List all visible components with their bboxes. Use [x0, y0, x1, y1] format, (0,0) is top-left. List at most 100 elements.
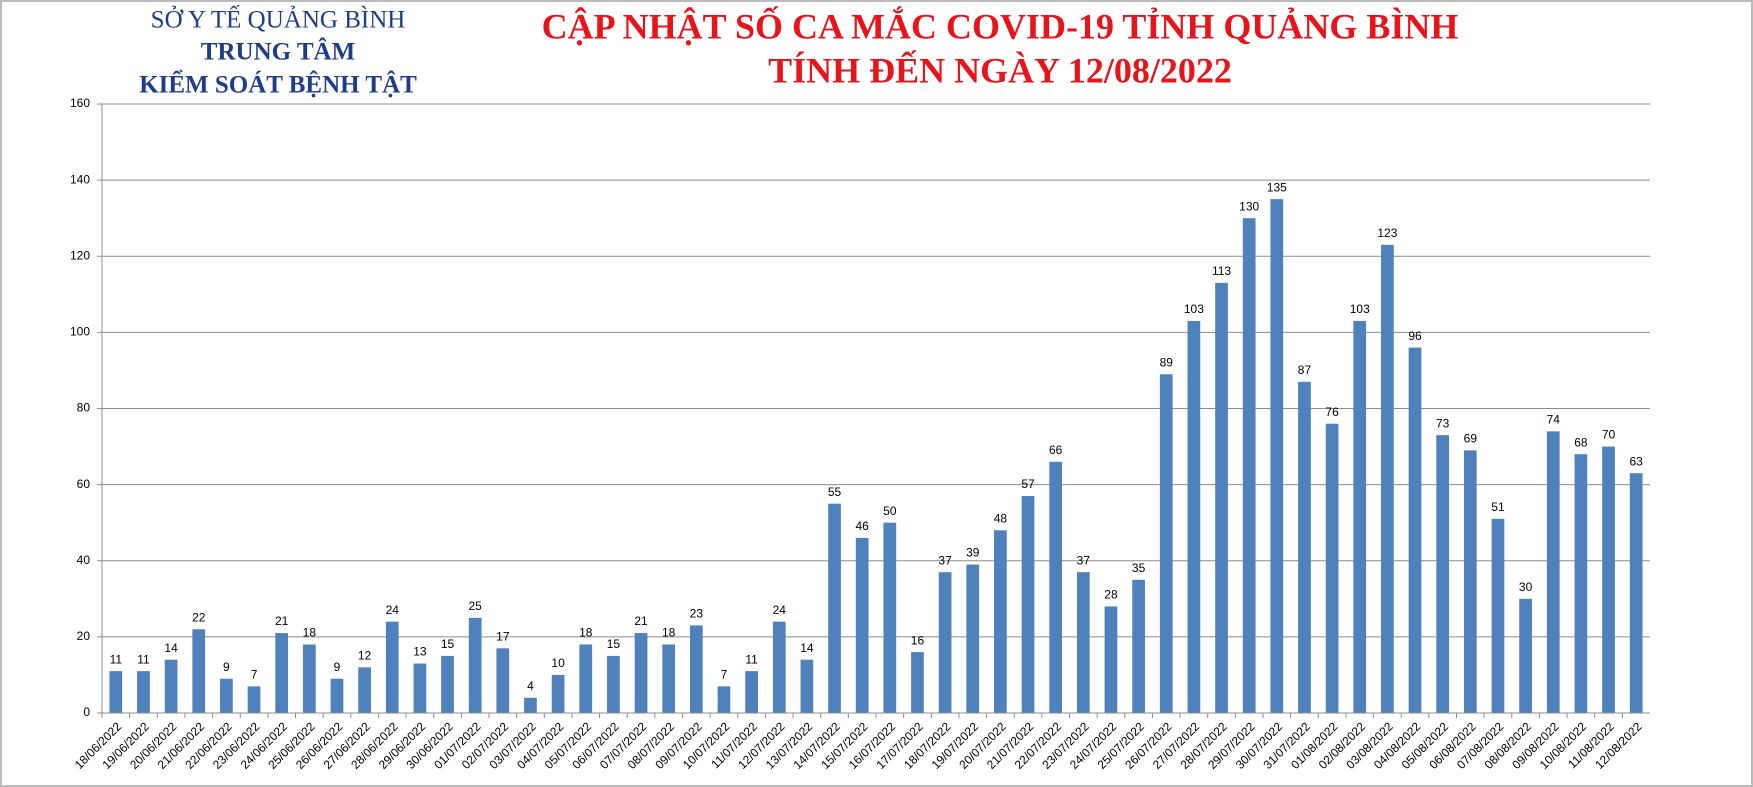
- value-label: 24: [773, 603, 787, 617]
- bar: [524, 697, 537, 713]
- bar: [855, 537, 869, 713]
- value-label: 18: [579, 626, 593, 640]
- bar: [330, 678, 344, 713]
- value-label: 103: [1350, 302, 1370, 316]
- value-label: 68: [1574, 435, 1588, 449]
- bar: [938, 572, 952, 713]
- org-line: TRUNG TÂM: [201, 38, 355, 66]
- bar: [800, 659, 814, 713]
- value-label: 4: [527, 679, 534, 693]
- y-tick-label: 80: [77, 401, 91, 415]
- bar: [662, 644, 676, 713]
- value-label: 73: [1436, 416, 1450, 430]
- bar: [717, 686, 731, 713]
- bar: [275, 633, 289, 713]
- bar: [1491, 518, 1505, 713]
- value-label: 16: [911, 633, 925, 647]
- bar: [1574, 454, 1588, 713]
- value-label: 9: [334, 660, 341, 674]
- value-label: 51: [1491, 500, 1505, 514]
- value-label: 25: [468, 599, 482, 613]
- bar: [1298, 381, 1311, 713]
- value-label: 37: [938, 553, 952, 567]
- value-label: 130: [1239, 199, 1259, 213]
- bar: [745, 671, 758, 713]
- bar: [1408, 347, 1422, 713]
- value-label: 9: [223, 660, 230, 674]
- bar: [1215, 282, 1228, 713]
- value-label: 57: [1021, 477, 1035, 491]
- bar: [1325, 423, 1339, 713]
- value-label: 14: [800, 641, 814, 655]
- bar: [1519, 598, 1532, 713]
- bar: [1021, 496, 1035, 713]
- bar: [1353, 320, 1367, 713]
- value-label: 17: [496, 629, 510, 643]
- value-label: 15: [607, 637, 621, 651]
- value-label: 66: [1049, 443, 1063, 457]
- value-label: 7: [251, 668, 258, 682]
- value-label: 21: [275, 614, 289, 628]
- value-label: 13: [413, 645, 427, 659]
- value-label: 70: [1602, 428, 1616, 442]
- bar: [634, 633, 648, 713]
- bar: [883, 522, 897, 713]
- bar: [689, 625, 703, 713]
- value-label: 11: [745, 652, 758, 666]
- bar: [441, 655, 454, 713]
- value-label: 63: [1629, 454, 1643, 468]
- value-label: 55: [828, 485, 842, 499]
- value-label: 74: [1547, 413, 1561, 427]
- bar: [1242, 218, 1256, 713]
- bar: [302, 644, 316, 713]
- bar: [1076, 572, 1090, 713]
- bar: [551, 674, 565, 713]
- value-label: 69: [1464, 432, 1478, 446]
- value-label: 23: [690, 607, 704, 621]
- bar: [192, 629, 206, 713]
- bar: [1629, 473, 1643, 713]
- value-label: 11: [137, 652, 150, 666]
- value-label: 48: [994, 511, 1008, 525]
- bar: [109, 671, 123, 713]
- y-tick-label: 120: [70, 248, 90, 262]
- value-label: 113: [1212, 264, 1231, 278]
- bar: [1132, 579, 1145, 713]
- bar: [579, 644, 593, 713]
- value-label: 11: [110, 652, 123, 666]
- value-label: 12: [358, 648, 372, 662]
- value-label: 103: [1184, 302, 1204, 316]
- chart-subtitle: TÍNH ĐẾN NGÀY 12/08/2022: [768, 50, 1232, 90]
- bar: [385, 621, 399, 713]
- value-label: 15: [441, 637, 455, 651]
- bar: [1270, 199, 1284, 713]
- value-label: 18: [303, 626, 317, 640]
- bar: [468, 617, 482, 713]
- y-tick-label: 20: [77, 629, 91, 643]
- value-label: 24: [386, 603, 400, 617]
- org-line: KIỂM SOÁT BỆNH TẬT: [139, 70, 417, 99]
- value-label: 10: [551, 656, 565, 670]
- y-tick-label: 100: [70, 325, 90, 339]
- value-label: 28: [1104, 588, 1118, 602]
- bar: [164, 659, 178, 713]
- bar: [1546, 431, 1560, 713]
- value-label: 46: [855, 519, 869, 533]
- bar: [911, 652, 924, 713]
- value-label: 7: [721, 668, 728, 682]
- value-label: 135: [1267, 180, 1287, 194]
- y-tick-label: 60: [77, 477, 91, 491]
- bar: [1463, 450, 1477, 713]
- org-line: SỞ Y TẾ QUẢNG BÌNH: [151, 5, 406, 34]
- value-label: 76: [1325, 405, 1339, 419]
- chart-title: CẬP NHẬT SỐ CA MẮC COVID-19 TỈNH QUẢNG B…: [542, 5, 1459, 46]
- y-tick-label: 140: [70, 172, 90, 186]
- value-label: 89: [1160, 355, 1174, 369]
- bar: [496, 648, 510, 713]
- value-label: 96: [1408, 329, 1422, 343]
- bar: [772, 621, 786, 713]
- bar: [1436, 435, 1450, 713]
- y-tick-label: 160: [70, 96, 90, 110]
